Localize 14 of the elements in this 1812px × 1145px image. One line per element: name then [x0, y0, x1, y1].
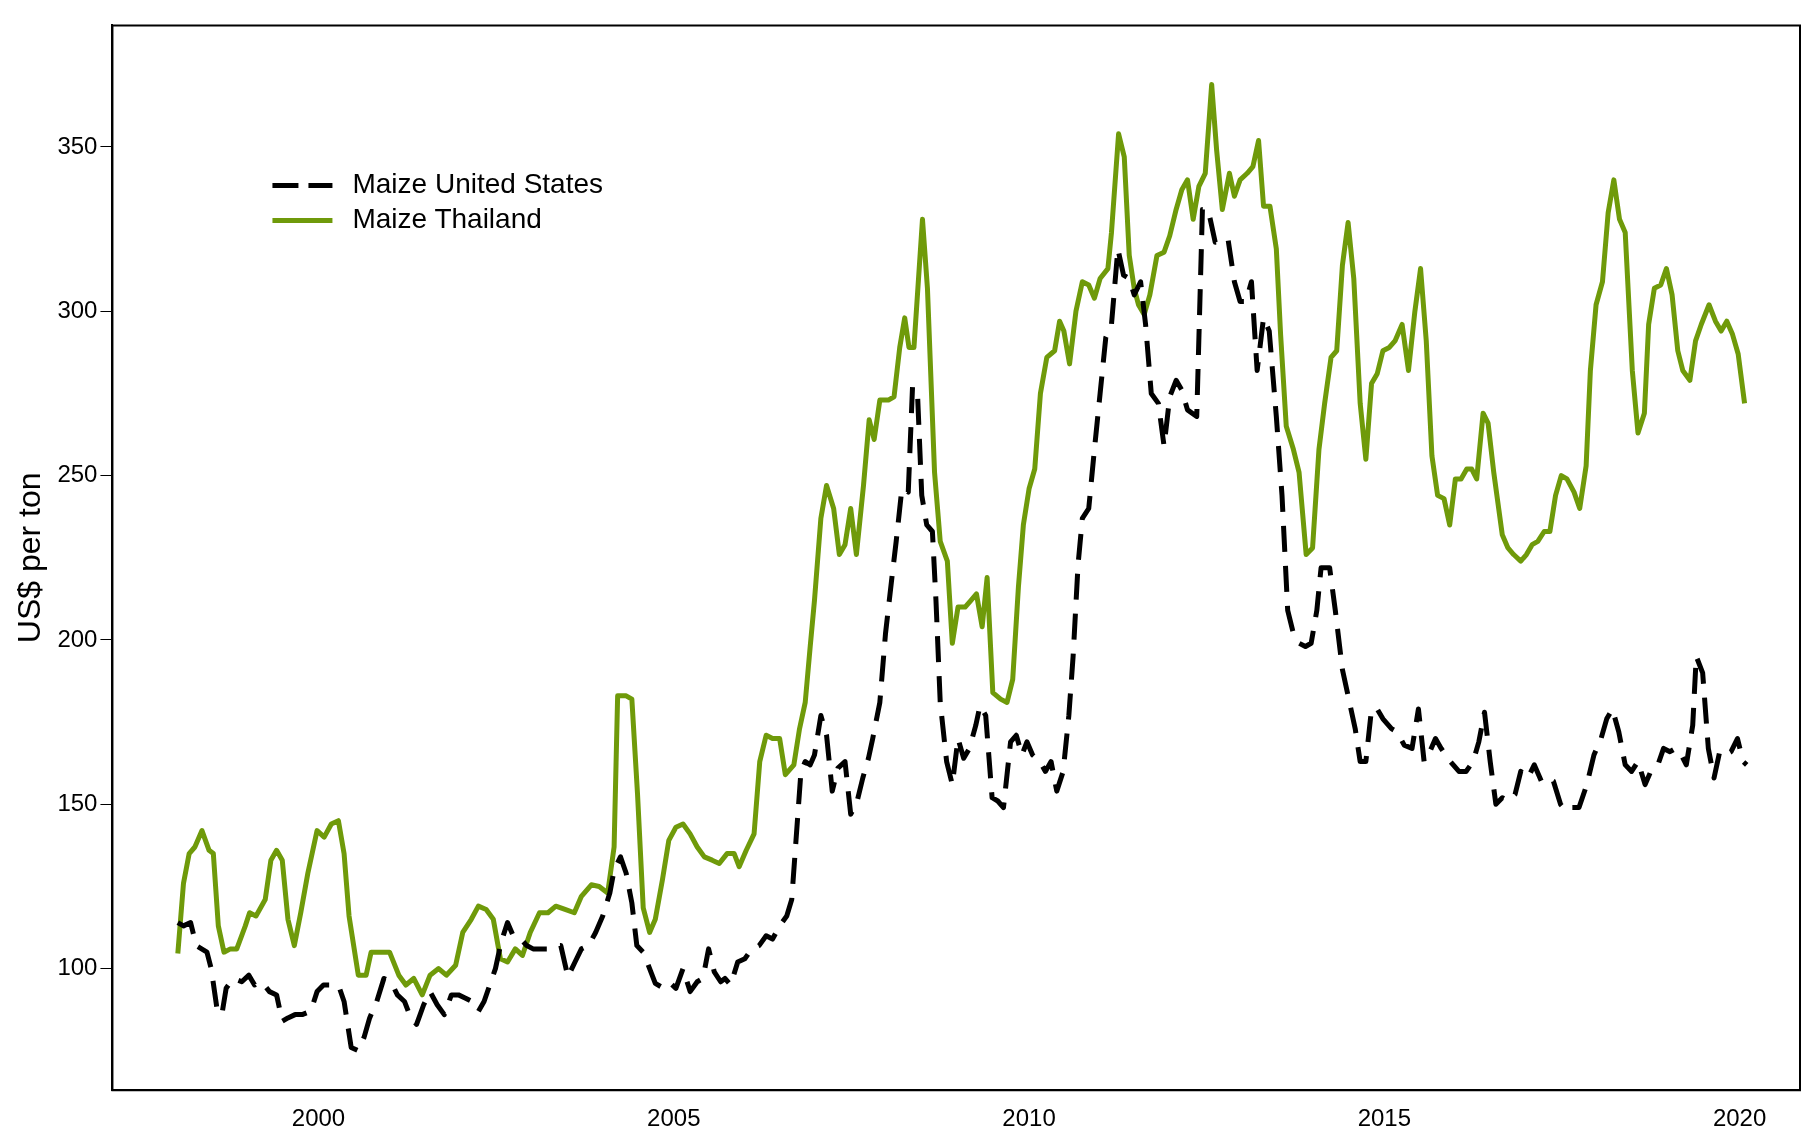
y-tick-label: 150 — [57, 788, 98, 816]
x-tick-label: 2005 — [647, 1104, 701, 1132]
y-tick-label: 200 — [57, 624, 98, 652]
x-tick-label: 2010 — [1002, 1104, 1056, 1132]
legend-label: Maize United States — [352, 168, 604, 200]
y-tick-label: 250 — [57, 460, 98, 488]
y-tick-label: 300 — [57, 295, 98, 323]
y-axis-title: US$ per ton — [11, 472, 48, 644]
y-tick-label: 100 — [57, 953, 98, 981]
legend-label: Maize Thailand — [352, 203, 542, 235]
x-tick-label: 2020 — [1712, 1104, 1767, 1132]
x-tick-label: 2000 — [291, 1104, 346, 1132]
y-tick-label: 350 — [57, 131, 98, 159]
x-tick-label: 2015 — [1357, 1104, 1412, 1132]
